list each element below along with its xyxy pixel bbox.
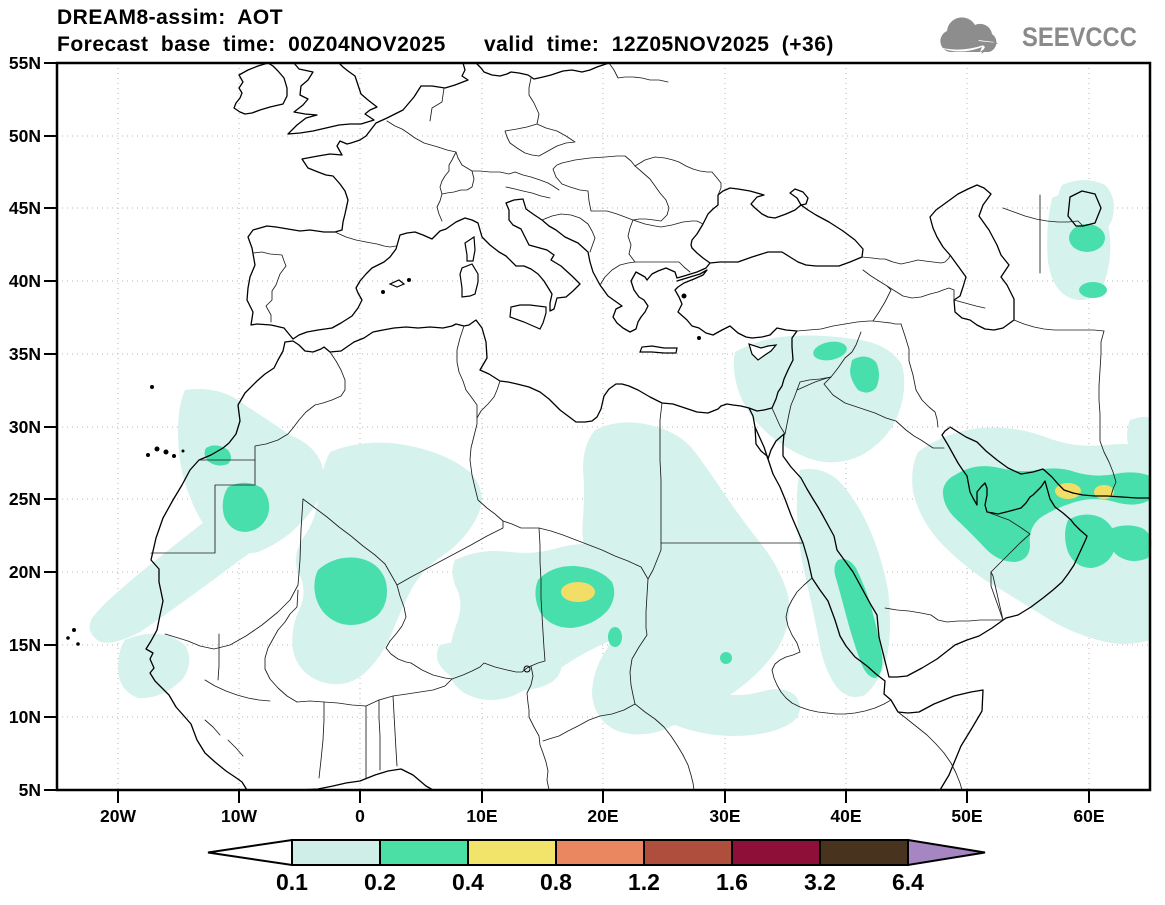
colorbar-label: 6.4 (892, 869, 924, 895)
colorbar-label: 3.2 (804, 869, 836, 895)
valid-time: valid time: 12Z05NOV2025 (+36) (484, 33, 834, 56)
lat-label: 5N (19, 780, 41, 800)
lon-label: 20W (100, 806, 136, 826)
colorbar-legend: 0.1 0.2 0.4 0.8 1.2 1.6 3.2 6.4 (207, 838, 986, 895)
lat-label: 35N (9, 344, 41, 364)
lat-label: 10N (9, 707, 41, 727)
lat-label: 15N (9, 635, 41, 655)
lon-label: 10E (466, 806, 497, 826)
lon-label: 0 (355, 806, 365, 826)
lon-label: 40E (830, 806, 861, 826)
colorbar-label: 0.4 (452, 869, 484, 895)
logo-text: SEEVCCC (1022, 21, 1138, 52)
colorbar-label: 0.8 (540, 869, 572, 895)
lat-label: 50N (9, 126, 41, 146)
colorbar-label: 1.6 (716, 869, 748, 895)
axis-ticks (44, 62, 1090, 803)
colorbar-label: 0.1 (276, 869, 308, 895)
seevccc-logo: SEEVCCC (932, 14, 1153, 60)
colorbar-segment (731, 839, 821, 866)
colorbar-segment (819, 839, 909, 866)
colorbar-segment (379, 839, 469, 866)
lat-label: 30N (9, 417, 41, 437)
page-title: DREAM8-assim: AOT (57, 6, 284, 29)
country-borders (150, 62, 1117, 791)
colorbar-label: 1.2 (628, 869, 660, 895)
lat-label: 55N (9, 53, 41, 73)
colorbar-segment (643, 839, 733, 866)
cloud-logo-icon (938, 17, 999, 54)
colorbar-segment (467, 839, 557, 866)
lat-label: 25N (9, 489, 41, 509)
forecast-base-time: Forecast base time: 00Z04NOV2025 (57, 33, 446, 56)
aot-fill-0p1 (89, 180, 1150, 736)
lon-label: 10W (221, 806, 257, 826)
lon-label: 20E (587, 806, 618, 826)
coastlines (66, 62, 1150, 791)
axis-labels: 55N 50N 45N 40N 35N 30N 25N 20N 15N 10N 5N 20W 10W 0 1… (9, 53, 1105, 826)
lat-label: 40N (9, 271, 41, 291)
lon-label: 50E (951, 806, 982, 826)
colorbar-segment (291, 839, 381, 866)
lon-label: 30E (709, 806, 740, 826)
colorbar-segment (555, 839, 645, 866)
lon-label: 60E (1073, 806, 1104, 826)
colorbar-over-arrow (907, 838, 986, 867)
lat-label: 45N (9, 198, 41, 218)
colorbar-under-arrow (207, 838, 293, 867)
colorbar-label: 0.2 (364, 869, 396, 895)
lat-label: 20N (9, 562, 41, 582)
